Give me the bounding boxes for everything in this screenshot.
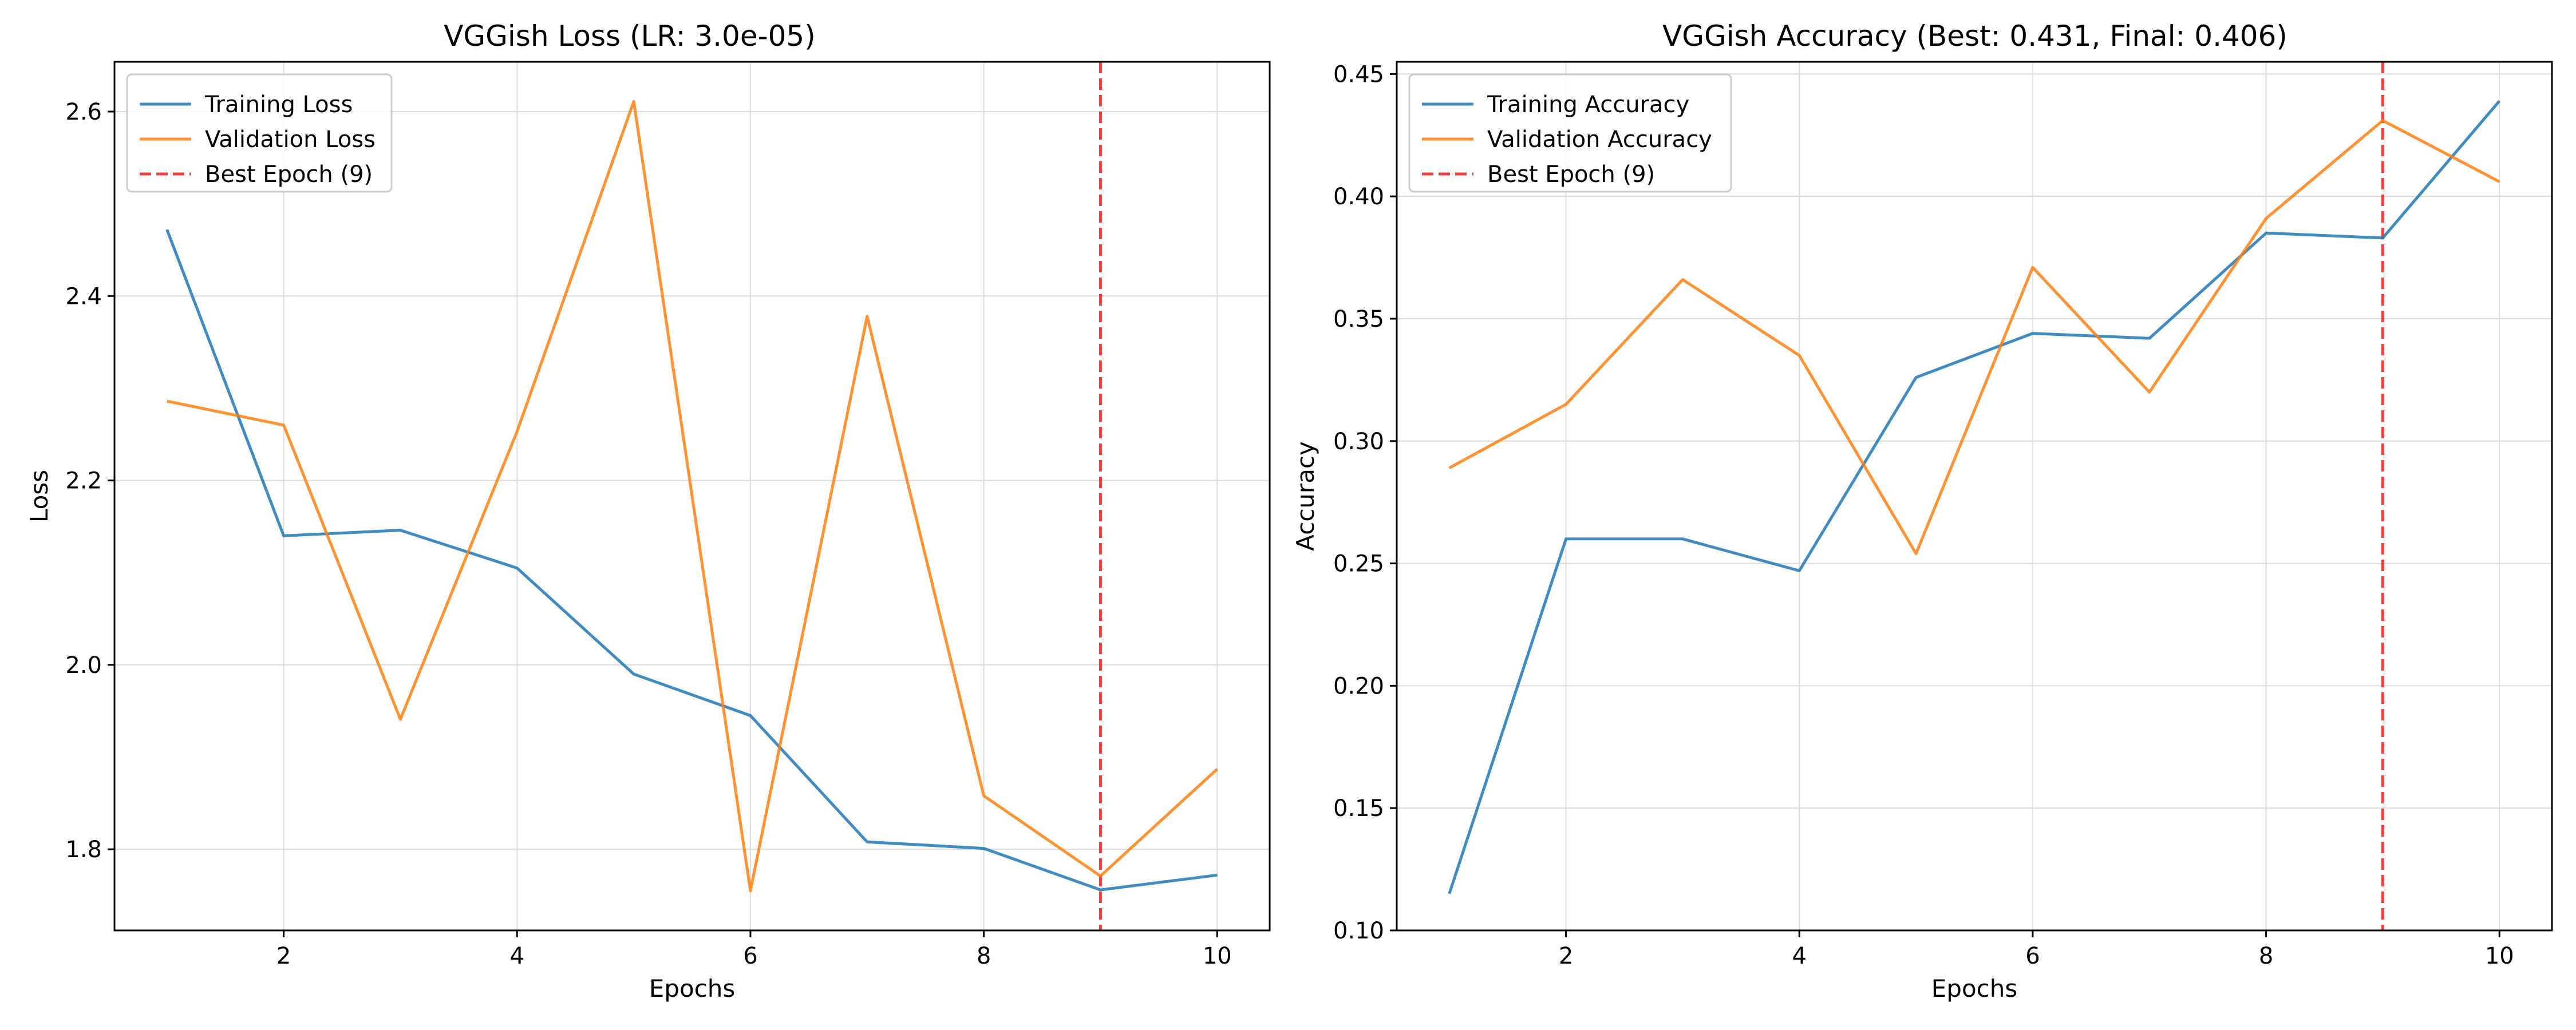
x-tick-label: 10: [2485, 943, 2514, 969]
plot-frame: [113, 61, 1271, 932]
series-line-validation-accuracy: [1448, 119, 2500, 555]
y-tick-label: 2.6: [65, 99, 102, 125]
accuracy-chart: VGGish Accuracy (Best: 0.431, Final: 0.4…: [1291, 19, 2553, 1003]
x-tick-label: 4: [510, 943, 524, 969]
y-tick-label: 0.25: [1333, 551, 1384, 577]
legend-label-best-epoch-9: Best Epoch (9): [205, 161, 373, 188]
legend: Training Loss Validation Loss Best Epoch (…: [126, 73, 393, 193]
y-tick-label: 0.20: [1333, 673, 1384, 699]
y-tick-label: 0.35: [1333, 306, 1384, 332]
legend-label-training-loss: Training Loss: [204, 92, 353, 118]
x-tick-label: 4: [1792, 943, 1807, 969]
x-tick-label: 6: [2025, 943, 2040, 969]
chart-title: VGGish Loss (LR: 3.0e-05): [444, 19, 816, 53]
legend-label-training-accuracy: Training Accuracy: [1487, 92, 1689, 118]
plot-frame: [1396, 61, 2553, 932]
y-tick-label: 1.8: [65, 837, 102, 863]
y-axis-label: Loss: [25, 470, 53, 522]
x-tick-label: 2: [276, 943, 291, 969]
loss-chart: VGGish Loss (LR: 3.0e-05) 2 4 6 8 10 1.8 2.0 2…: [25, 19, 1271, 1003]
x-axis-label: Epochs: [1931, 974, 2018, 1003]
x-tick-label: 8: [2259, 943, 2273, 969]
series-line-training-accuracy: [1448, 100, 2501, 894]
x-axis-ticks: 2 4 6 8 10: [1559, 930, 2514, 969]
y-tick-label: 2.0: [65, 652, 102, 679]
y-tick-label: 0.15: [1333, 795, 1384, 822]
y-tick-label: 2.4: [65, 283, 102, 310]
legend-label-best-epoch-9: Best Epoch (9): [1487, 161, 1655, 188]
x-axis-ticks: 2 4 6 8 10: [276, 930, 1232, 969]
x-tick-label: 8: [977, 943, 991, 969]
series-group: [165, 100, 1218, 893]
y-axis-ticks: 0.10 0.15 0.20 0.25 0.30 0.35 0.40 0.45: [1333, 61, 1397, 944]
y-tick-label: 0.30: [1333, 429, 1384, 455]
x-tick-label: 2: [1559, 943, 1573, 969]
y-tick-label: 0.45: [1333, 61, 1384, 88]
legend-box: [126, 73, 393, 193]
y-axis-label: Accuracy: [1291, 441, 1319, 551]
series-line-training-loss: [165, 229, 1218, 892]
chart-title: VGGish Accuracy (Best: 0.431, Final: 0.4…: [1662, 19, 2287, 53]
series-group: [1448, 100, 2501, 894]
series-line-validation-loss: [167, 100, 1218, 893]
y-tick-label: 0.40: [1333, 184, 1384, 210]
legend-box: [1408, 73, 1732, 193]
legend: Training Accuracy Validation Accuracy Best…: [1408, 73, 1732, 193]
legend-label-validation-loss: Validation Loss: [205, 126, 376, 153]
y-axis-ticks: 1.8 2.0 2.2 2.4 2.6: [65, 99, 114, 863]
legend-label-validation-accuracy: Validation Accuracy: [1487, 126, 1712, 153]
x-tick-label: 10: [1203, 943, 1232, 969]
x-axis-label: Epochs: [649, 974, 736, 1003]
y-tick-label: 2.2: [65, 468, 102, 494]
y-tick-label: 0.10: [1333, 918, 1384, 944]
x-tick-label: 6: [743, 943, 757, 969]
